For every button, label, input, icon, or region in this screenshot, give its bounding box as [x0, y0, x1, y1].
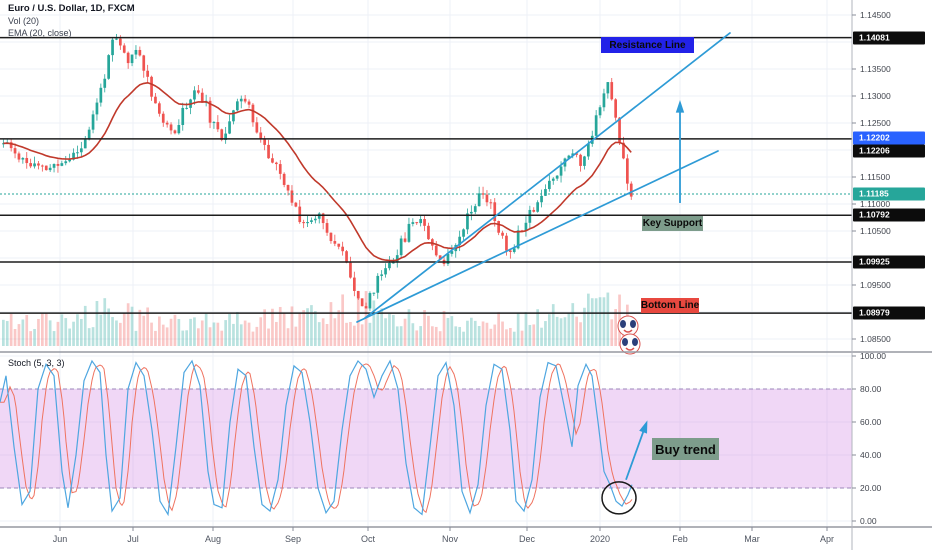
month-label: Apr — [819, 534, 835, 544]
month-label: Nov — [441, 534, 459, 544]
month-label: Oct — [360, 534, 376, 544]
price-badge: 1.08979 — [853, 306, 925, 320]
bottom-line-label[interactable]: Bottom Line — [640, 298, 700, 313]
price-badge: 1.09925 — [853, 255, 925, 269]
stoch-indicator-label[interactable]: Stoch (5, 3, 3) — [8, 358, 65, 368]
price-tick-label: 1.10500 — [860, 226, 891, 236]
stoch-tick-label: 0.00 — [860, 516, 877, 526]
month-label: Aug — [204, 534, 222, 544]
price-badge: 1.10792 — [853, 208, 925, 222]
month-label: Feb — [672, 534, 688, 544]
resistance-line-label[interactable]: Resistance Line — [601, 37, 694, 53]
stoch-tick-label: 80.00 — [860, 384, 882, 394]
time-axis[interactable]: Jun Jul Aug Sep Oct Nov Dec 2020 Feb Mar Apr — [0, 527, 932, 550]
legend-volume-indicator[interactable]: Vol (20) — [8, 15, 40, 26]
month-label: 2020 — [589, 534, 611, 544]
price-tick-label: 1.09500 — [860, 280, 891, 290]
stoch-tick-label: 20.00 — [860, 483, 882, 493]
buy-trend-label[interactable]: Buy trend — [652, 438, 719, 460]
price-tick-label: 1.13000 — [860, 91, 891, 101]
legend-ema-indicator[interactable]: EMA (20, close) — [8, 28, 72, 39]
month-label: Jul — [127, 534, 139, 544]
month-label: Jun — [52, 534, 68, 544]
stoch-tick-label: 40.00 — [860, 450, 882, 460]
month-label: Sep — [284, 534, 302, 544]
price-axis[interactable]: 1.14500 1.13500 1.13000 1.12500 1.11500 1.110… — [852, 0, 932, 550]
stoch-tick-label: 100.00 — [860, 351, 886, 361]
price-tick-label: 1.11000 — [860, 199, 891, 209]
laughing-sticker-top[interactable] — [617, 315, 639, 337]
price-badge: 1.12206 — [853, 144, 925, 158]
price-badge: 1.11185 — [853, 187, 925, 201]
price-tick-label: 1.13500 — [860, 64, 891, 74]
price-badge: 1.12202 — [853, 131, 925, 145]
legend-symbol[interactable]: Euro / U.S. Dollar, 1D, FXCM — [8, 3, 135, 14]
laughing-sticker-bottom[interactable] — [619, 333, 641, 355]
month-label: Dec — [518, 534, 536, 544]
key-support-label[interactable]: Key Support — [642, 216, 703, 231]
stoch-tick-label: 60.00 — [860, 417, 882, 427]
price-tick-label: 1.12500 — [860, 118, 891, 128]
chart-legend: Euro / U.S. Dollar, 1D, FXCM Vol (20) EM… — [8, 3, 135, 39]
price-badge: 1.14081 — [853, 31, 925, 45]
price-tick-label: 1.11500 — [860, 172, 891, 182]
month-label: Mar — [744, 534, 760, 544]
price-tick-label: 1.14500 — [860, 10, 891, 20]
price-tick-label: 1.08500 — [860, 334, 891, 344]
